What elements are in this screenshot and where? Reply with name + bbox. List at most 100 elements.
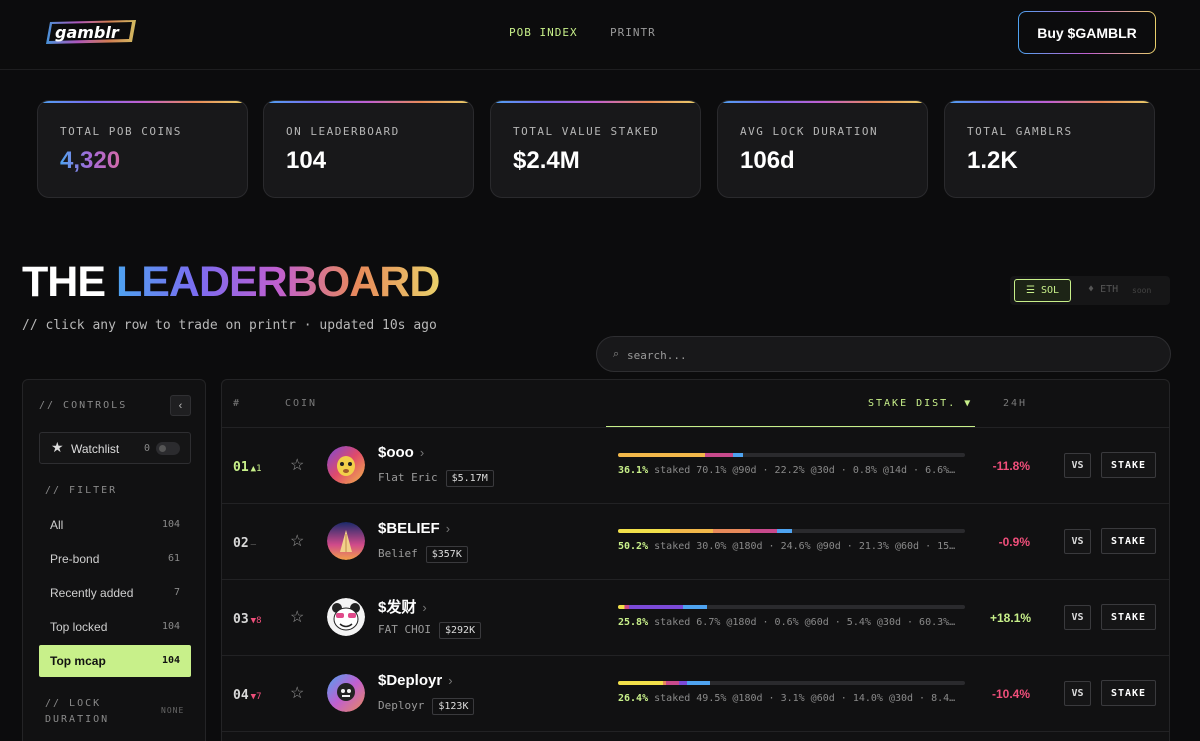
leaderboard-table: # COIN STAKE DIST. ▼ 24H 01 ▲1 ☆ $ooo › Fl…	[221, 379, 1170, 741]
coin-name[interactable]: $BELIEF ›	[378, 520, 450, 537]
filter-count: 7	[173, 587, 180, 598]
rank-delta: ▼8	[250, 616, 262, 626]
stat-card-total-pob-coins: TOTAL POB COINS 4,320	[37, 100, 248, 198]
table-row[interactable]: 03 ▼8 ☆ $发财 › FAT CHOI $292K 25.8% staked 6…	[222, 580, 1169, 656]
chain-eth-soon: soon	[1132, 286, 1152, 295]
coin-name[interactable]: $发财 ›	[378, 596, 427, 617]
vs-button[interactable]: VS	[1064, 605, 1091, 630]
rank-number: 04	[233, 688, 249, 703]
bar-segment	[713, 529, 751, 533]
stake-button[interactable]: STAKE	[1101, 680, 1156, 706]
rank-number: 01	[233, 460, 249, 475]
coin-avatar-belief	[327, 522, 365, 560]
bar-segment	[618, 605, 624, 609]
gamblr-logo[interactable]: gamblr	[46, 18, 138, 48]
collapse-sidebar-button[interactable]: ‹	[170, 395, 191, 416]
mcap-badge: $292K	[438, 622, 482, 639]
filter-pre-bond[interactable]: Pre-bond 61	[39, 543, 191, 575]
rank-number: 03	[233, 612, 249, 627]
table-row[interactable]: 02– ☆ $BELIEF › Belief $357K 50.2% staked …	[222, 504, 1169, 580]
search-input[interactable]	[627, 345, 1147, 365]
coin-avatar-facai	[327, 598, 365, 636]
filter-heading: // FILTER	[45, 485, 118, 496]
nav-pob-index[interactable]: POB INDEX	[509, 26, 578, 39]
bar-segment	[705, 453, 734, 457]
chain-toggle: ☰ SOL ♦ ETH soon	[1010, 276, 1170, 305]
stake-distribution-text: 25.8% staked 6.7% @180d · 0.6% @60d · 5.…	[618, 617, 960, 628]
bar-segment	[686, 681, 710, 685]
coin-fullname: FAT CHOI	[378, 623, 431, 636]
header-24h[interactable]: 24H	[1003, 398, 1028, 409]
header-stake-dist-sort[interactable]: STAKE DIST. ▼	[868, 398, 973, 409]
stat-card-on-leaderboard: ON LEADERBOARD 104	[263, 100, 474, 198]
dist-detail: staked 30.0% @180d · 24.6% @90d · 21.3% …	[654, 541, 956, 552]
bar-segment	[624, 605, 630, 609]
logo-text: gamblr	[55, 23, 120, 42]
nav-printr[interactable]: PRINTR	[610, 26, 656, 39]
coin-subtitle: Belief $357K	[378, 546, 468, 563]
controls-heading: // CONTROLS	[39, 400, 128, 411]
rank-delta: ▼7	[250, 692, 262, 702]
sort-indicator-underline	[606, 426, 975, 427]
filter-all[interactable]: All 104	[39, 509, 191, 541]
rank-number: 02	[233, 536, 249, 551]
bar-segment	[618, 681, 664, 685]
filter-count: 104	[161, 655, 180, 666]
row-rank: 01 ▲1	[233, 460, 262, 475]
stake-button[interactable]: STAKE	[1101, 528, 1156, 554]
chevron-right-icon: ›	[448, 673, 453, 688]
lock-duration-heading: // LOCK DURATION	[45, 698, 110, 725]
chevron-right-icon: ›	[445, 521, 451, 536]
stat-value: 4,320	[60, 147, 121, 174]
filter-top-locked[interactable]: Top locked 104	[39, 611, 191, 643]
chain-eth-button[interactable]: ♦ ETH	[1088, 284, 1118, 295]
stat-value: 104	[286, 147, 327, 174]
stat-card-total-value-staked: TOTAL VALUE STAKED $2.4M	[490, 100, 701, 198]
table-row[interactable]: 04 ▼7 ☆ $Deployr › Deployr $123K 26.4% stak…	[222, 656, 1169, 732]
vs-button[interactable]: VS	[1064, 453, 1091, 478]
watchlist-toggle-row[interactable]: ★ Watchlist 0	[39, 432, 191, 464]
favorite-star-icon[interactable]: ☆	[290, 609, 305, 626]
bar-segment	[663, 681, 667, 685]
coin-name[interactable]: $ooo ›	[378, 444, 424, 461]
favorite-star-icon[interactable]: ☆	[290, 685, 305, 702]
stake-button[interactable]: STAKE	[1101, 452, 1156, 478]
watchlist-switch[interactable]	[156, 442, 180, 455]
coin-fullname: Belief	[378, 547, 418, 560]
bar-segment	[618, 529, 671, 533]
bar-segment	[629, 605, 684, 609]
table-row[interactable]: 01 ▲1 ☆ $ooo › Flat Eric $5.17M 36.1% stake…	[222, 428, 1169, 504]
stake-distribution-text: 26.4% staked 49.5% @180d · 3.1% @60d · 1…	[618, 693, 960, 704]
coin-name[interactable]: $Deployr ›	[378, 672, 453, 689]
stat-value: $2.4M	[513, 147, 580, 174]
rank-delta: ▲1	[250, 464, 262, 474]
chain-sol-button[interactable]: ☰ SOL	[1014, 279, 1071, 302]
stake-distribution-text: 36.1% staked 70.1% @90d · 22.2% @30d · 0…	[618, 465, 960, 476]
dist-detail: staked 6.7% @180d · 0.6% @60d · 5.4% @30…	[654, 617, 956, 628]
stat-label: ON LEADERBOARD	[286, 125, 400, 138]
chevron-right-icon: ›	[422, 600, 427, 615]
title-leaderboard: LEADERBOARD	[115, 258, 440, 306]
filter-top-mcap[interactable]: Top mcap 104	[39, 645, 191, 677]
bar-segment	[733, 453, 744, 457]
coin-subtitle: Deployr $123K	[378, 698, 475, 715]
buy-gamblr-button[interactable]: Buy $GAMBLR	[1018, 11, 1156, 54]
staked-percent: 50.2%	[618, 541, 649, 552]
coin-subtitle: Flat Eric $5.17M	[378, 470, 494, 487]
chain-sol-label: SOL	[1040, 285, 1060, 296]
favorite-star-icon[interactable]: ☆	[290, 533, 305, 550]
mcap-badge: $5.17M	[445, 470, 494, 487]
coin-avatar-deployr	[327, 674, 365, 712]
controls-sidebar: // CONTROLS ‹ ★ Watchlist 0 // FILTER Al…	[22, 379, 206, 741]
watchlist-label: Watchlist	[71, 442, 120, 456]
page-title: THE LEADERBOARD	[22, 258, 440, 307]
lock-duration-value[interactable]: NONE	[161, 706, 185, 715]
favorite-star-icon[interactable]: ☆	[290, 457, 305, 474]
chevron-left-icon: ‹	[178, 399, 183, 412]
coin-ticker: $BELIEF	[378, 520, 440, 537]
stake-button[interactable]: STAKE	[1101, 604, 1156, 630]
search-icon: ⌕	[613, 348, 620, 360]
filter-recently-added[interactable]: Recently added 7	[39, 577, 191, 609]
vs-button[interactable]: VS	[1064, 681, 1091, 706]
vs-button[interactable]: VS	[1064, 529, 1091, 554]
